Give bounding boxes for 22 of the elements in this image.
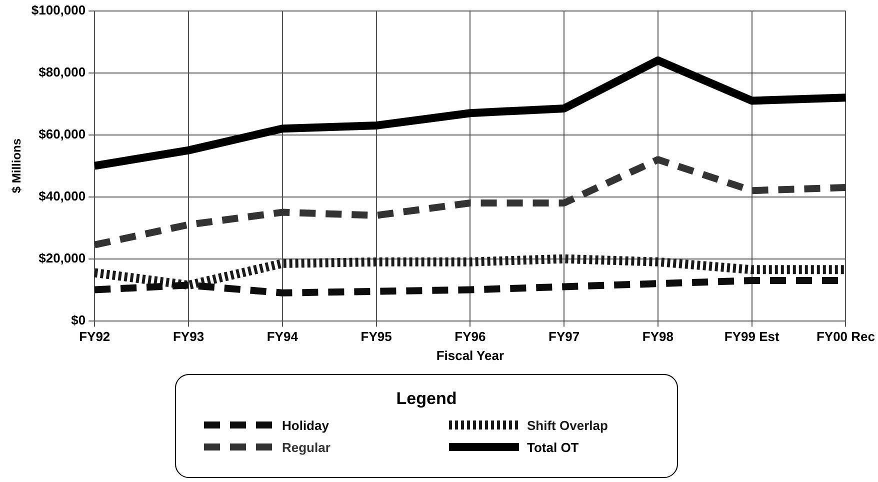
y-tick-label: $80,000 [38,64,86,80]
y-tick-label: $0 [71,312,86,328]
x-tick-label: FY94 [266,329,299,344]
x-axis-title: Fiscal Year [436,348,504,363]
text: Shift Overlap [527,418,608,432]
y-tick-label: $100,000 [31,2,86,18]
text: Holiday [282,418,329,432]
legend-title: Legend [395,389,458,409]
x-tick-label: FY96 [454,329,486,344]
y-axis-title: $ Millions [10,138,24,194]
y-tick-label: $60,000 [38,126,86,142]
y-tick-label: $20,000 [38,250,86,266]
x-tick-label: FY93 [172,329,204,344]
x-tick-label: FY98 [642,329,674,344]
text: Total OT [527,440,579,454]
text: Regular [282,440,330,454]
y-tick-label: $40,000 [38,188,86,204]
x-tick-label: FY95 [360,329,392,344]
x-tick-label: FY92 [79,329,110,344]
x-tick-label: FY97 [548,329,580,344]
x-tick-label: FY00 Rec [816,329,876,344]
x-tick-label: FY99 Est [724,329,780,344]
